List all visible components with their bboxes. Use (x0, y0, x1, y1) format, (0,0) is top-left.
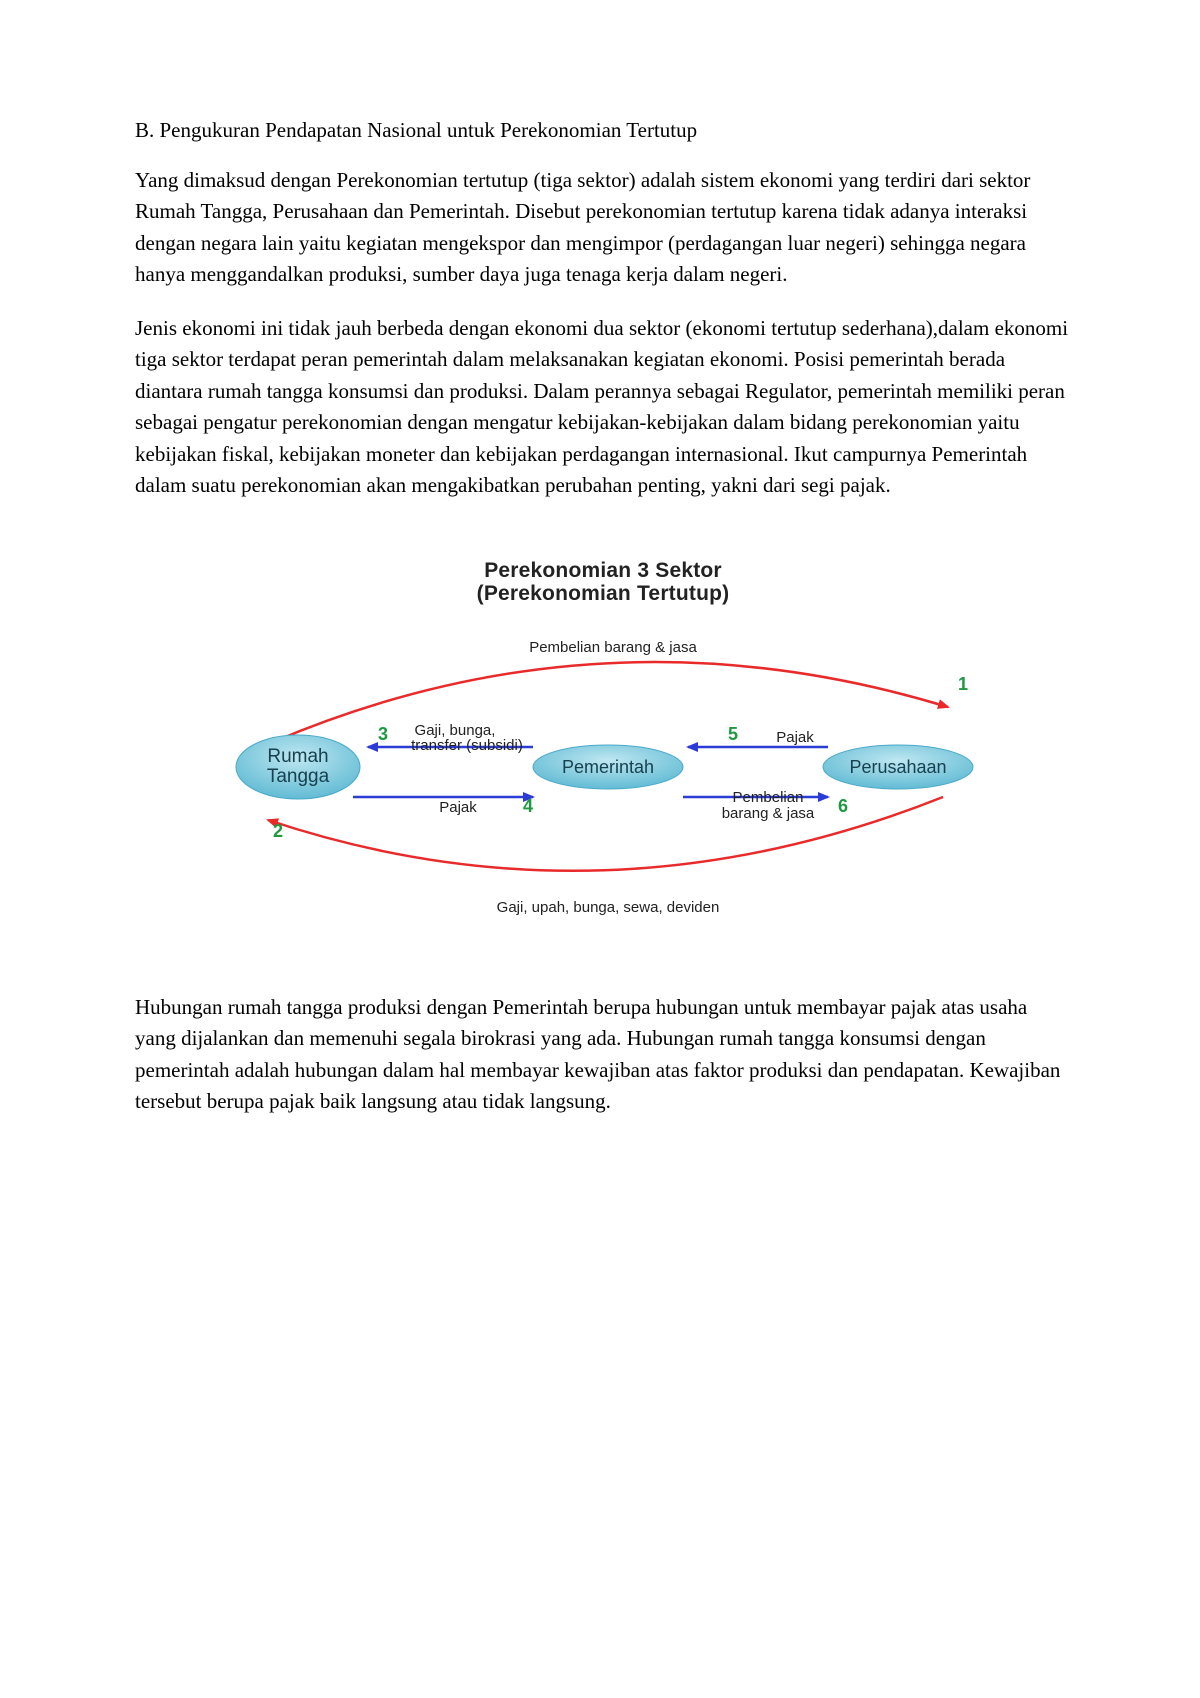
edge-label-6b: barang & jasa (721, 805, 814, 822)
svg-text:Rumah: Rumah (267, 746, 328, 767)
svg-text:Tangga: Tangga (266, 766, 329, 787)
node-perusahaan: Perusahaan (823, 745, 973, 789)
diagram-title-line2: (Perekonomian Tertutup) (476, 582, 729, 605)
edge-num-3: 3 (377, 724, 387, 744)
edge-label-4: Pajak (439, 799, 477, 816)
edge-label-5: Pajak (776, 729, 814, 746)
edge-num-1: 1 (957, 674, 967, 694)
economy-3-sector-diagram: Perekonomian 3 Sektor (Perekonomian Tert… (203, 542, 1003, 942)
arc-top-label: Pembelian barang & jasa (529, 639, 697, 656)
paragraph-2: Jenis ekonomi ini tidak jauh berbeda den… (135, 313, 1070, 502)
edge-num-5: 5 (727, 724, 737, 744)
diagram-title-line1: Perekonomian 3 Sektor (484, 559, 722, 582)
svg-text:Pemerintah: Pemerintah (561, 757, 653, 777)
edge-num-4: 4 (522, 796, 532, 816)
node-rumah-tangga: Rumah Tangga (236, 735, 360, 799)
edge-label-3b: transfer (subsidi) (411, 737, 523, 754)
edge-label-6a: Pembelian (732, 789, 803, 806)
paragraph-3: Hubungan rumah tangga produksi dengan Pe… (135, 992, 1070, 1118)
paragraph-1: Yang dimaksud dengan Perekonomian tertut… (135, 165, 1070, 291)
arc-top-rt-to-pr (273, 662, 948, 742)
edge-num-2: 2 (272, 821, 282, 841)
node-pemerintah: Pemerintah (533, 745, 683, 789)
edge-num-6: 6 (837, 796, 847, 816)
diagram-container: Perekonomian 3 Sektor (Perekonomian Tert… (135, 542, 1070, 942)
section-heading: B. Pengukuran Pendapatan Nasional untuk … (135, 115, 1070, 147)
arc-bottom-label: Gaji, upah, bunga, sewa, deviden (496, 899, 719, 916)
svg-text:Perusahaan: Perusahaan (849, 757, 946, 777)
